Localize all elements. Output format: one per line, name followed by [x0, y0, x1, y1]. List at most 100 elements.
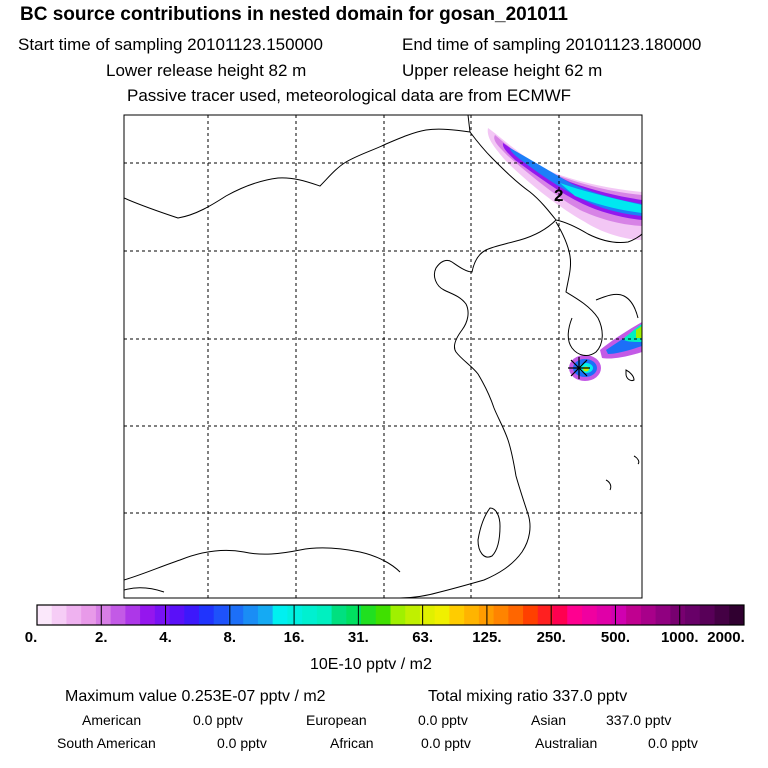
colorbar-cell — [405, 605, 421, 625]
colorbar-tick-label: 1000. — [660, 629, 699, 646]
colorbar-cell — [66, 605, 82, 625]
japan-islet-1 — [625, 369, 635, 381]
colorbar-frame — [36, 604, 745, 626]
colorbar-cell — [125, 605, 141, 625]
colorbar-cell — [375, 605, 391, 625]
colorbar-cell — [95, 605, 112, 625]
korea-coastline — [555, 221, 603, 356]
colorbar-cell — [390, 605, 406, 625]
upper-release-label: Upper release height 62 m — [402, 61, 603, 80]
colorbar-cell — [493, 605, 509, 625]
colorbar-cell — [331, 605, 347, 625]
plume-north-peak — [560, 183, 642, 213]
colorbar-cell — [508, 605, 524, 625]
colorbar-cell — [449, 605, 465, 625]
colorbar-tick-label: 63. — [412, 629, 434, 646]
european-value: 0.0 pptv — [418, 712, 468, 728]
colorbar-cell — [169, 605, 185, 625]
japan-islet-2 — [633, 455, 640, 465]
colorbar-cell — [140, 605, 156, 625]
okinawa-islet — [605, 479, 612, 491]
colorbar-tick-label: 2000. — [707, 629, 745, 646]
colorbar-cell — [552, 605, 568, 625]
colorbar-cell — [640, 605, 657, 625]
african-value: 0.0 pptv — [421, 735, 471, 751]
european-label: European — [306, 712, 367, 728]
australian-value: 0.0 pptv — [648, 735, 698, 751]
start-time-label: Start time of sampling 20101123.150000 — [18, 35, 323, 54]
colorbar-units: 10E-10 pptv / m2 — [310, 656, 432, 673]
african-label: African — [330, 735, 374, 751]
colorbar-tick-label: 4. — [159, 629, 172, 646]
colorbar-cell — [302, 605, 318, 625]
total-mixing-label: Total mixing ratio 337.0 pptv — [428, 688, 628, 705]
manchuria-border — [469, 131, 557, 221]
colorbar-cell — [419, 605, 436, 625]
korea-east-coast — [595, 293, 639, 319]
lat-lon-grid — [124, 115, 642, 598]
colorbar-cell — [670, 605, 686, 625]
south-border — [124, 547, 401, 581]
colorbar-cell — [581, 605, 598, 625]
colorbar-cell — [257, 605, 274, 625]
colorbar-cell — [685, 605, 701, 625]
taiwan-island — [477, 507, 501, 558]
southwest-border — [124, 587, 165, 593]
colorbar-cell — [316, 605, 332, 625]
plot-title: BC source contributions in nested domain… — [20, 4, 568, 25]
colorbar-cell — [51, 605, 67, 625]
max-value-label: Maximum value 0.253E-07 pptv / m2 — [65, 688, 326, 705]
colorbar-tick-label: 8. — [223, 629, 237, 646]
coastlines — [124, 115, 642, 598]
colorbar-tick-label: 16. — [283, 629, 305, 646]
colorbar-tick-label: 250. — [536, 629, 566, 646]
colorbar-cell — [37, 605, 53, 625]
colorbar-cell — [655, 605, 671, 625]
south-american-label: South American — [57, 735, 156, 751]
american-value: 0.0 pptv — [193, 712, 243, 728]
colorbar-cell — [199, 605, 215, 625]
colorbar-cell — [346, 605, 362, 625]
colorbar-tick-label: 125. — [472, 629, 502, 646]
colorbar-cell — [537, 605, 553, 625]
colorbar-cell — [228, 605, 244, 625]
colorbar-cell — [361, 605, 377, 625]
colorbar-cell — [699, 605, 715, 625]
colorbar-cell — [567, 605, 583, 625]
colorbar-cell — [243, 605, 259, 625]
asian-value: 337.0 pptv — [606, 712, 672, 728]
mongolia-border — [124, 115, 471, 219]
colorbar-cell — [110, 605, 126, 625]
colorbar-cell — [626, 605, 642, 625]
colorbar-cell — [729, 605, 745, 625]
colorbar-tick-label: 0. — [24, 629, 38, 646]
tracer-note: Passive tracer used, meteorological data… — [127, 86, 572, 105]
colorbar-tick-label: 31. — [347, 629, 369, 646]
colorbar-cell — [464, 605, 480, 625]
map-frame — [123, 114, 643, 599]
end-time-label: End time of sampling 20101123.180000 — [402, 35, 702, 54]
colorbar-tick-label: 2. — [95, 629, 108, 646]
colorbar-cell — [213, 605, 229, 625]
australian-label: Australian — [535, 735, 598, 751]
colorbar-cell — [81, 605, 97, 625]
receptor-star-icon — [568, 357, 590, 379]
south-american-value: 0.0 pptv — [217, 735, 267, 751]
plume-north — [487, 128, 642, 240]
colorbar-cell — [596, 605, 612, 625]
contour-label: 2 — [554, 186, 563, 205]
lower-release-label: Lower release height 82 m — [106, 61, 307, 80]
colorbar-cell — [714, 605, 730, 625]
korea-north-border — [555, 219, 642, 243]
china-east-coast — [399, 219, 557, 598]
colorbar-cell — [184, 605, 200, 625]
colorbar-tick-label: 500. — [600, 629, 631, 646]
colorbar-cell — [523, 605, 539, 625]
asian-label: Asian — [531, 712, 567, 728]
american-label: American — [82, 712, 142, 728]
colorbar-cell — [434, 605, 450, 625]
colorbar-cell — [272, 605, 288, 625]
plume-east-peak — [636, 326, 642, 338]
